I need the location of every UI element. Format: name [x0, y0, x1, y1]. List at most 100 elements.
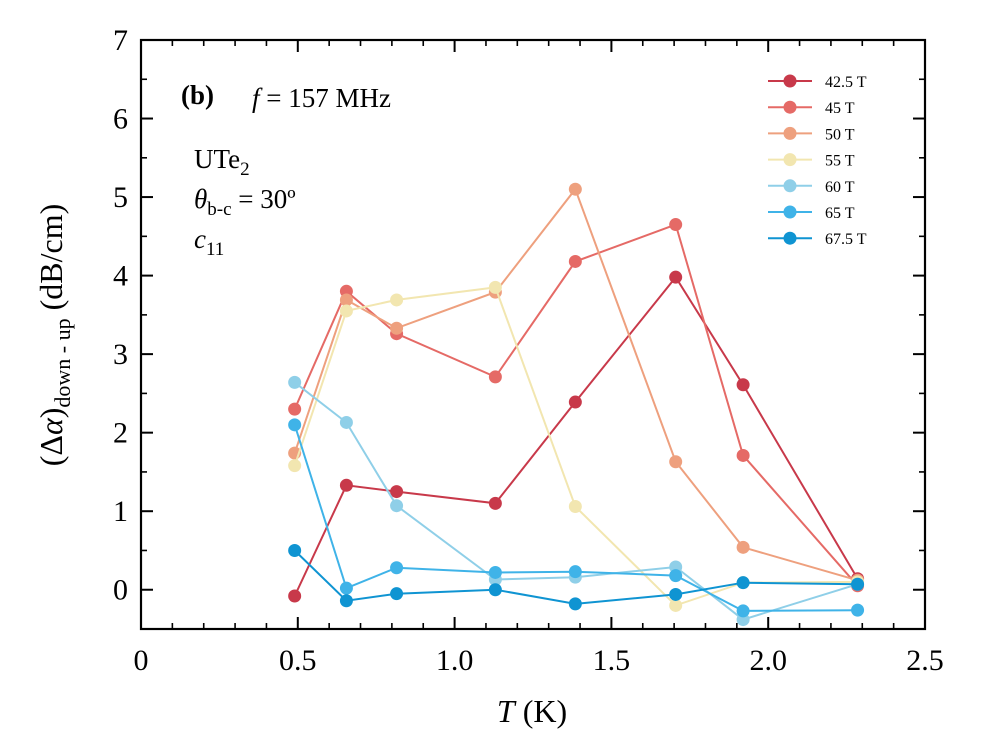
series-line-45-t	[293, 223, 859, 587]
legend-entry-55-t: 55 T	[768, 153, 855, 170]
x-axis-label: T (K)	[497, 693, 567, 729]
legend-label: 60 T	[825, 179, 855, 196]
legend-marker	[783, 205, 797, 219]
x-tick-label: 0	[134, 644, 149, 677]
data-point-67-5-t	[669, 587, 683, 601]
legend-marker	[783, 100, 797, 114]
y-tick-label: 4	[113, 260, 128, 293]
data-point-42-5-t	[288, 589, 302, 603]
y-tick-label: 3	[113, 338, 128, 371]
data-point-55-t	[669, 598, 683, 612]
series-line-55-t	[293, 286, 858, 607]
x-tick-label: 1.5	[593, 644, 631, 677]
y-axis-label: (Δα)down - up (dB/cm)	[33, 204, 75, 467]
legend-label: 42.5 T	[825, 74, 867, 91]
y-tick-label: 1	[113, 495, 128, 528]
y-tick-label: 5	[113, 181, 128, 214]
legend-entry-50-t: 50 T	[768, 126, 855, 143]
data-point-65-t	[339, 581, 353, 595]
data-point-60-t	[339, 415, 353, 429]
data-point-65-t	[390, 561, 404, 575]
angle-annotation: θb-c = 30º	[194, 184, 296, 220]
data-point-65-t	[851, 603, 865, 617]
y-tick-label: 2	[113, 417, 128, 450]
legend-marker	[783, 74, 797, 88]
legend: 42.5 T 45 T 50 T 55 T 60 T 65 T 67.5 T	[768, 74, 867, 248]
legend-marker	[783, 231, 797, 245]
legend-entry-42-5-t: 42.5 T	[768, 74, 867, 91]
series-line-42-5-t	[293, 275, 859, 597]
data-point-55-t	[288, 459, 302, 473]
legend-label: 45 T	[825, 100, 855, 117]
data-point-60-t	[288, 375, 302, 389]
data-point-42-5-t	[736, 378, 750, 392]
x-tick-label: 0.5	[279, 644, 317, 677]
data-point-55-t	[568, 499, 582, 513]
legend-label: 65 T	[825, 205, 855, 222]
data-point-55-t	[390, 293, 404, 307]
legend-label: 50 T	[825, 126, 855, 143]
data-point-50-t	[568, 182, 582, 196]
legend-entry-65-t: 65 T	[768, 205, 855, 222]
data-point-65-t	[488, 565, 502, 579]
data-point-67-5-t	[488, 583, 502, 597]
series-42-5-t	[288, 270, 865, 603]
data-point-65-t	[669, 569, 683, 583]
legend-marker	[783, 153, 797, 167]
data-point-67-5-t	[736, 576, 750, 590]
data-point-45-t	[669, 218, 683, 232]
y-tick-label: 6	[113, 103, 128, 136]
data-point-65-t	[568, 565, 582, 579]
legend-label: 67.5 T	[825, 231, 867, 248]
data-point-67-5-t	[339, 594, 353, 608]
data-point-65-t	[288, 418, 302, 432]
series-65-t	[288, 418, 865, 618]
data-point-42-5-t	[390, 485, 404, 499]
mode-annotation: c11	[194, 224, 224, 260]
data-point-42-5-t	[568, 395, 582, 409]
x-tick-label: 2.5	[906, 644, 944, 677]
legend-marker	[783, 126, 797, 140]
data-point-60-t	[390, 499, 404, 513]
series-line-65-t	[293, 424, 858, 612]
data-point-42-5-t	[339, 478, 353, 492]
data-point-42-5-t	[488, 496, 502, 510]
data-point-42-5-t	[669, 270, 683, 284]
legend-label: 55 T	[825, 153, 855, 170]
data-point-45-t	[568, 254, 582, 268]
data-point-67-5-t	[390, 587, 404, 601]
data-point-45-t	[288, 402, 302, 416]
data-point-67-5-t	[851, 577, 865, 591]
series-45-t	[288, 218, 865, 593]
data-point-50-t	[669, 455, 683, 469]
x-tick-label: 1.0	[436, 644, 474, 677]
series-line-67-5-t	[294, 549, 858, 605]
frequency-annotation: f = 157 MHz	[252, 83, 391, 113]
x-tick-label: 2.0	[749, 644, 787, 677]
y-tick-label: 7	[113, 24, 128, 57]
legend-entry-67-5-t: 67.5 T	[768, 231, 867, 248]
data-point-50-t	[339, 293, 353, 307]
series-55-t	[288, 280, 865, 612]
legend-entry-45-t: 45 T	[768, 100, 855, 117]
legend-entry-60-t: 60 T	[768, 179, 855, 196]
legend-marker	[783, 179, 797, 193]
data-point-50-t	[736, 540, 750, 554]
data-point-50-t	[390, 321, 404, 335]
series-50-t	[288, 182, 865, 587]
series-67-5-t	[288, 543, 865, 611]
data-point-55-t	[339, 304, 353, 318]
axis-ticks: 0 0.5 1.0 1.5 2.0 2.5 0 1 2 3 4 5 6 7	[113, 24, 944, 677]
data-point-55-t	[488, 280, 502, 294]
data-point-45-t	[488, 370, 502, 384]
series-line-60-t	[294, 381, 858, 621]
material-annotation: UTe2	[194, 144, 250, 180]
series-line-50-t	[293, 187, 858, 582]
panel-label: (b)	[181, 80, 214, 110]
data-point-45-t	[736, 448, 750, 462]
plot-area	[288, 182, 865, 627]
data-point-65-t	[736, 604, 750, 618]
y-tick-label: 0	[113, 574, 128, 607]
axes-frame	[139, 38, 927, 631]
